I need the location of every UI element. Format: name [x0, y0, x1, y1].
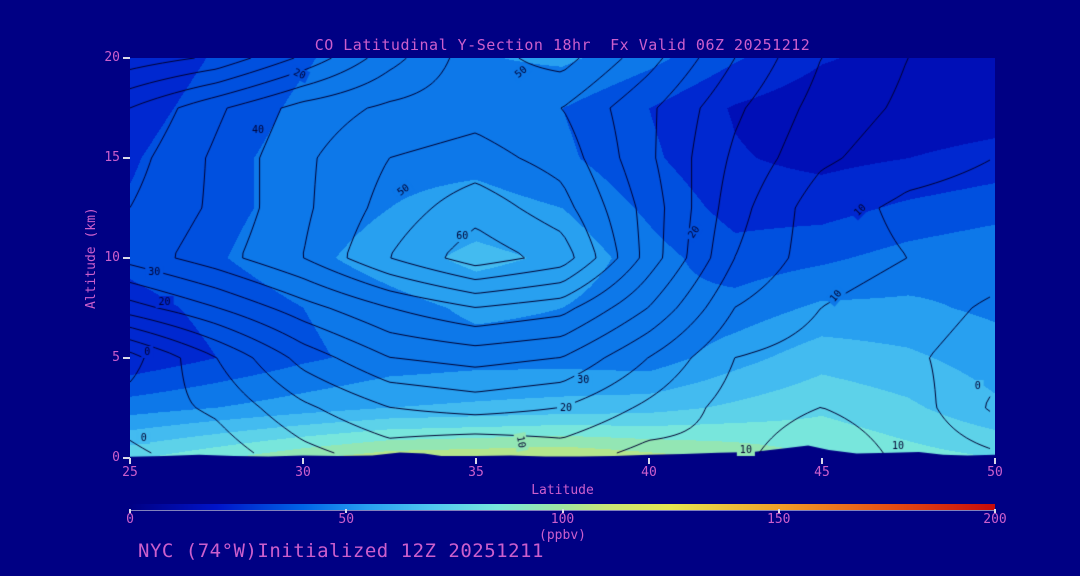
colorbar-gradient — [130, 504, 995, 510]
contour-plot-canvas — [130, 58, 995, 458]
y-axis-tick-mark — [123, 357, 130, 359]
y-axis-tick-label: 10 — [104, 250, 120, 265]
y-axis-tick-mark — [123, 257, 130, 259]
x-axis-tick-label: 45 — [814, 465, 830, 480]
x-axis-label: Latitude — [531, 483, 594, 498]
colorbar-tick-label: 50 — [338, 512, 355, 527]
x-axis-tick-mark — [821, 458, 823, 464]
colorbar-tick-mark — [129, 509, 131, 513]
colorbar-tick-mark — [345, 509, 348, 513]
x-axis-tick-mark — [129, 458, 131, 464]
chart-title: CO Latitudinal Y-Section 18hr Fx Valid 0… — [314, 36, 811, 54]
colorbar-tick-label: 0 — [126, 512, 134, 527]
colorbar-tick-label: 200 — [983, 512, 1007, 527]
x-axis-tick-mark — [475, 458, 477, 464]
y-axis-tick-label: 5 — [112, 350, 120, 365]
colorbar-tick-label: 150 — [767, 512, 791, 527]
x-axis-tick-label: 50 — [987, 465, 1003, 480]
x-axis-tick-label: 35 — [468, 465, 484, 480]
colorbar-tick-mark — [777, 509, 780, 513]
colorbar-tick-mark — [561, 509, 564, 513]
model-run-info: NYC (74°W)Initialized 12Z 20251211 — [138, 540, 544, 562]
x-axis-tick-mark — [994, 458, 996, 464]
colorbar-tick-mark — [994, 509, 996, 513]
y-axis-tick-label: 0 — [112, 450, 120, 465]
y-axis-tick-mark — [123, 57, 130, 59]
x-axis-tick-label: 40 — [641, 465, 657, 480]
y-axis-tick-mark — [123, 457, 130, 459]
y-axis-tick-label: 15 — [104, 150, 120, 165]
colorbar-units-label: (ppbv) — [539, 528, 586, 543]
y-axis-tick-label: 20 — [104, 50, 120, 65]
x-axis-tick-label: 25 — [122, 465, 138, 480]
x-axis-tick-mark — [302, 458, 304, 464]
y-axis-tick-mark — [123, 157, 130, 159]
colorbar-tick-label: 100 — [550, 512, 575, 527]
x-axis-tick-mark — [648, 458, 650, 464]
x-axis-tick-label: 30 — [295, 465, 311, 480]
